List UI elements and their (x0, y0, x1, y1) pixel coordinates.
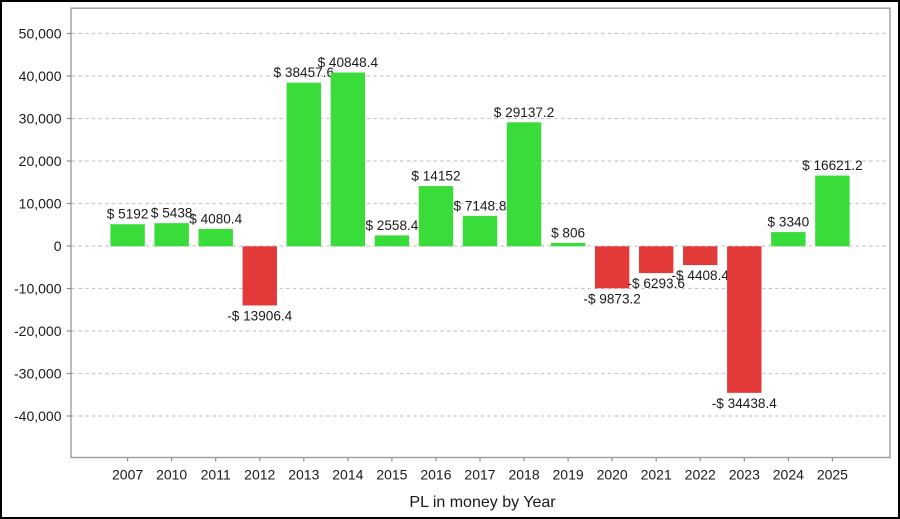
svg-text:$ 4080.4: $ 4080.4 (189, 211, 242, 226)
svg-text:2016: 2016 (420, 467, 451, 483)
svg-text:$ 5192: $ 5192 (107, 207, 149, 222)
svg-text:-20,000: -20,000 (14, 323, 62, 339)
svg-text:2010: 2010 (156, 467, 187, 483)
svg-text:2025: 2025 (817, 467, 848, 483)
svg-text:30,000: 30,000 (19, 111, 62, 127)
svg-text:$ 29137.2: $ 29137.2 (494, 105, 554, 120)
svg-text:-40,000: -40,000 (14, 408, 62, 424)
svg-text:2014: 2014 (332, 467, 363, 483)
svg-text:2013: 2013 (288, 467, 319, 483)
svg-text:$ 14152: $ 14152 (411, 169, 460, 184)
svg-text:-30,000: -30,000 (14, 366, 62, 382)
svg-text:2017: 2017 (464, 467, 495, 483)
svg-text:$ 3340: $ 3340 (768, 215, 810, 230)
svg-text:2023: 2023 (729, 467, 760, 483)
svg-text:20,000: 20,000 (19, 153, 62, 169)
svg-text:2007: 2007 (112, 467, 143, 483)
svg-text:2012: 2012 (244, 467, 275, 483)
svg-text:2011: 2011 (201, 467, 231, 483)
svg-text:2022: 2022 (685, 467, 716, 483)
svg-text:2021: 2021 (641, 467, 672, 483)
svg-text:-10,000: -10,000 (14, 281, 62, 297)
svg-text:$ 16621.2: $ 16621.2 (802, 158, 862, 173)
svg-text:$ 40848.4: $ 40848.4 (318, 55, 379, 70)
svg-text:-$ 6293.6: -$ 6293.6 (627, 276, 684, 291)
svg-text:-$ 13906.4: -$ 13906.4 (227, 308, 292, 323)
svg-text:2015: 2015 (376, 467, 407, 483)
svg-text:$ 38457.6: $ 38457.6 (274, 65, 334, 80)
svg-text:$ 5438: $ 5438 (151, 206, 193, 221)
svg-text:2019: 2019 (553, 467, 584, 483)
svg-text:40,000: 40,000 (19, 68, 62, 84)
svg-text:$ 806: $ 806 (551, 225, 585, 240)
svg-text:2020: 2020 (597, 467, 628, 483)
svg-text:-$ 9873.2: -$ 9873.2 (583, 291, 640, 306)
svg-text:50,000: 50,000 (19, 26, 62, 42)
svg-text:$ 2558.4: $ 2558.4 (365, 218, 418, 233)
svg-text:10,000: 10,000 (19, 196, 62, 212)
svg-text:-$ 34438.4: -$ 34438.4 (712, 396, 777, 411)
svg-text:2018: 2018 (508, 467, 539, 483)
svg-text:-$ 4408.4: -$ 4408.4 (672, 268, 730, 283)
svg-text:PL in money by Year: PL in money by Year (409, 494, 556, 511)
svg-text:$ 7148.8: $ 7148.8 (454, 198, 507, 213)
svg-text:2024: 2024 (773, 467, 804, 483)
svg-text:0: 0 (54, 238, 62, 254)
